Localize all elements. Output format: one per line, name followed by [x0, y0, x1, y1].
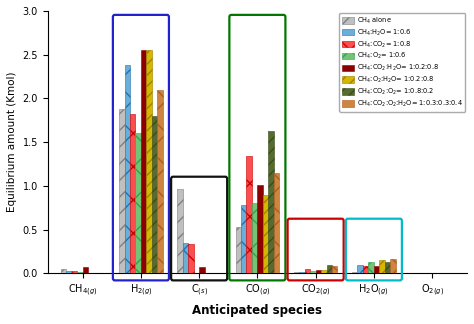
Bar — [305, 269, 310, 273]
Bar — [252, 203, 257, 273]
X-axis label: Anticipated species: Anticipated species — [192, 304, 322, 317]
Bar — [61, 269, 66, 273]
Bar — [368, 262, 374, 273]
Bar — [310, 271, 316, 273]
Bar — [183, 243, 188, 273]
Bar — [141, 50, 146, 273]
Bar — [125, 65, 130, 273]
Y-axis label: Equilibrium amount (Kmol): Equilibrium amount (Kmol) — [7, 72, 17, 213]
Bar — [390, 260, 396, 273]
Bar — [241, 205, 246, 273]
Bar — [294, 272, 299, 273]
Bar — [268, 131, 274, 273]
Bar — [99, 272, 104, 273]
Bar — [352, 272, 357, 273]
Bar — [246, 156, 252, 273]
Bar — [236, 227, 241, 273]
Bar — [119, 109, 125, 273]
Bar — [332, 265, 337, 273]
Bar — [321, 270, 327, 273]
Bar — [379, 260, 385, 273]
Bar — [177, 189, 183, 273]
Bar — [146, 50, 152, 273]
Bar — [374, 265, 379, 273]
Bar — [82, 267, 88, 273]
Bar — [136, 133, 141, 273]
Bar — [274, 173, 279, 273]
Bar — [327, 265, 332, 273]
Legend: CH$_4$ alone, CH$_4$:H$_2$O= 1:0.6, CH$_4$:CO$_2$= 1:0.8, CH$_4$:O$_2$= 1:0.6, C: CH$_4$ alone, CH$_4$:H$_2$O= 1:0.6, CH$_… — [339, 13, 465, 111]
Bar — [385, 262, 390, 273]
Bar — [299, 272, 305, 273]
Bar — [152, 116, 157, 273]
Bar — [93, 272, 99, 273]
Bar — [199, 267, 205, 273]
Bar — [77, 272, 82, 273]
Bar — [363, 266, 368, 273]
Bar — [157, 90, 163, 273]
Bar — [316, 270, 321, 273]
Bar — [357, 265, 363, 273]
Bar — [257, 185, 263, 273]
Bar — [130, 114, 136, 273]
Bar — [72, 271, 77, 273]
Bar — [66, 271, 72, 273]
Bar — [188, 244, 194, 273]
Bar — [263, 195, 268, 273]
Bar — [88, 272, 93, 273]
